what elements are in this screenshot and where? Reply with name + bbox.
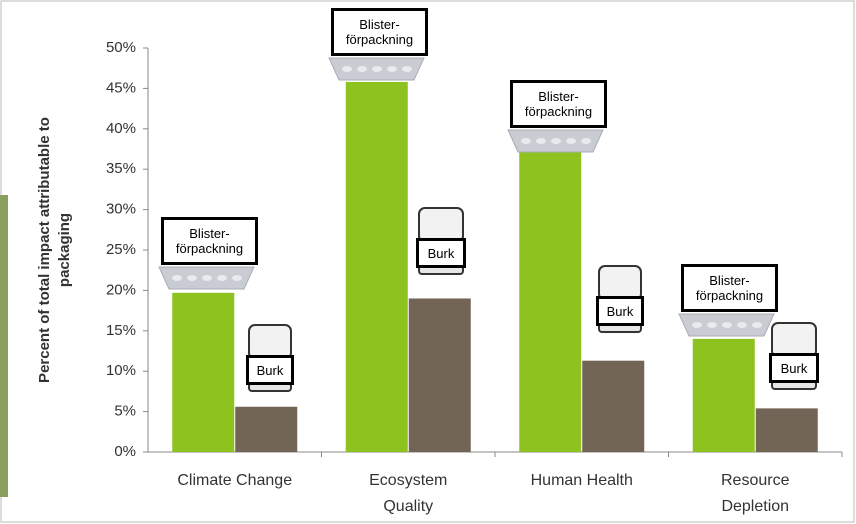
blister-pill <box>202 275 212 281</box>
bar <box>409 298 471 452</box>
blister-pill <box>536 138 546 144</box>
annotation: Burk <box>246 355 294 385</box>
annotation: Blister- förpackning <box>681 264 778 312</box>
blister-pill <box>342 66 352 72</box>
y-axis-title: Percent of total impact attributable to … <box>35 40 75 460</box>
y-tick-label: 25% <box>106 241 136 258</box>
jar <box>772 323 816 357</box>
annotation: Burk <box>769 353 819 383</box>
jar <box>419 208 463 242</box>
jar <box>599 266 641 300</box>
page: 0% 5% 10% 15% 20% 25% 30% 35% 40% 45% 50% Percent … <box>0 0 856 524</box>
jar <box>249 325 291 359</box>
y-tick-label: 0% <box>114 443 136 460</box>
blister-pill <box>566 138 576 144</box>
x-tick-label: Resource Depletion <box>670 468 840 520</box>
y-tick-label: 5% <box>114 403 136 420</box>
bar <box>756 408 818 452</box>
blister-pill <box>402 66 412 72</box>
blister-pill <box>737 322 747 328</box>
x-tick-label: Climate Change <box>150 468 320 494</box>
y-tick-label: 30% <box>106 201 136 218</box>
annotation: Burk <box>596 296 644 326</box>
bar <box>346 82 408 452</box>
blister-pill <box>722 322 732 328</box>
blister-pill <box>521 138 531 144</box>
bar <box>693 339 755 452</box>
blister-pill <box>692 322 702 328</box>
bar <box>172 293 234 452</box>
annotation: Burk <box>416 238 466 268</box>
annotation: Blister- förpackning <box>331 8 428 56</box>
y-tick-label: 10% <box>106 362 136 379</box>
blister-pill <box>372 66 382 72</box>
y-tick-label: 50% <box>106 39 136 56</box>
blister-pill <box>387 66 397 72</box>
y-tick-label: 20% <box>106 281 136 298</box>
blister-pill <box>172 275 182 281</box>
blister-pill <box>357 66 367 72</box>
bar <box>519 151 581 452</box>
blister-pill <box>707 322 717 328</box>
annotation: Blister- förpackning <box>510 80 607 128</box>
blister-pill <box>217 275 227 281</box>
blister-pill <box>581 138 591 144</box>
annotation: Blister- förpackning <box>161 217 258 265</box>
blister-pill <box>752 322 762 328</box>
x-tick-label: Human Health <box>497 468 667 494</box>
blister-pill <box>551 138 561 144</box>
x-tick-label: Ecosystem Quality <box>323 468 493 520</box>
y-tick-label: 40% <box>106 120 136 137</box>
blister-pill <box>232 275 242 281</box>
y-tick-label: 15% <box>106 322 136 339</box>
y-tick-label: 45% <box>106 79 136 96</box>
bar <box>235 407 297 452</box>
bar <box>582 361 644 452</box>
side-stripe <box>0 195 8 497</box>
blister-pill <box>187 275 197 281</box>
y-tick-label: 35% <box>106 160 136 177</box>
